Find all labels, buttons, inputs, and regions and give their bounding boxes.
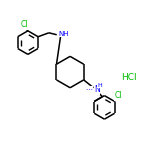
Text: H: H: [98, 83, 102, 88]
Text: ⋯: ⋯: [85, 87, 93, 93]
Text: Cl: Cl: [20, 20, 28, 29]
Text: N: N: [94, 85, 100, 94]
Text: Cl: Cl: [115, 91, 122, 100]
Text: HCl: HCl: [121, 74, 137, 82]
Text: NH: NH: [59, 31, 69, 37]
